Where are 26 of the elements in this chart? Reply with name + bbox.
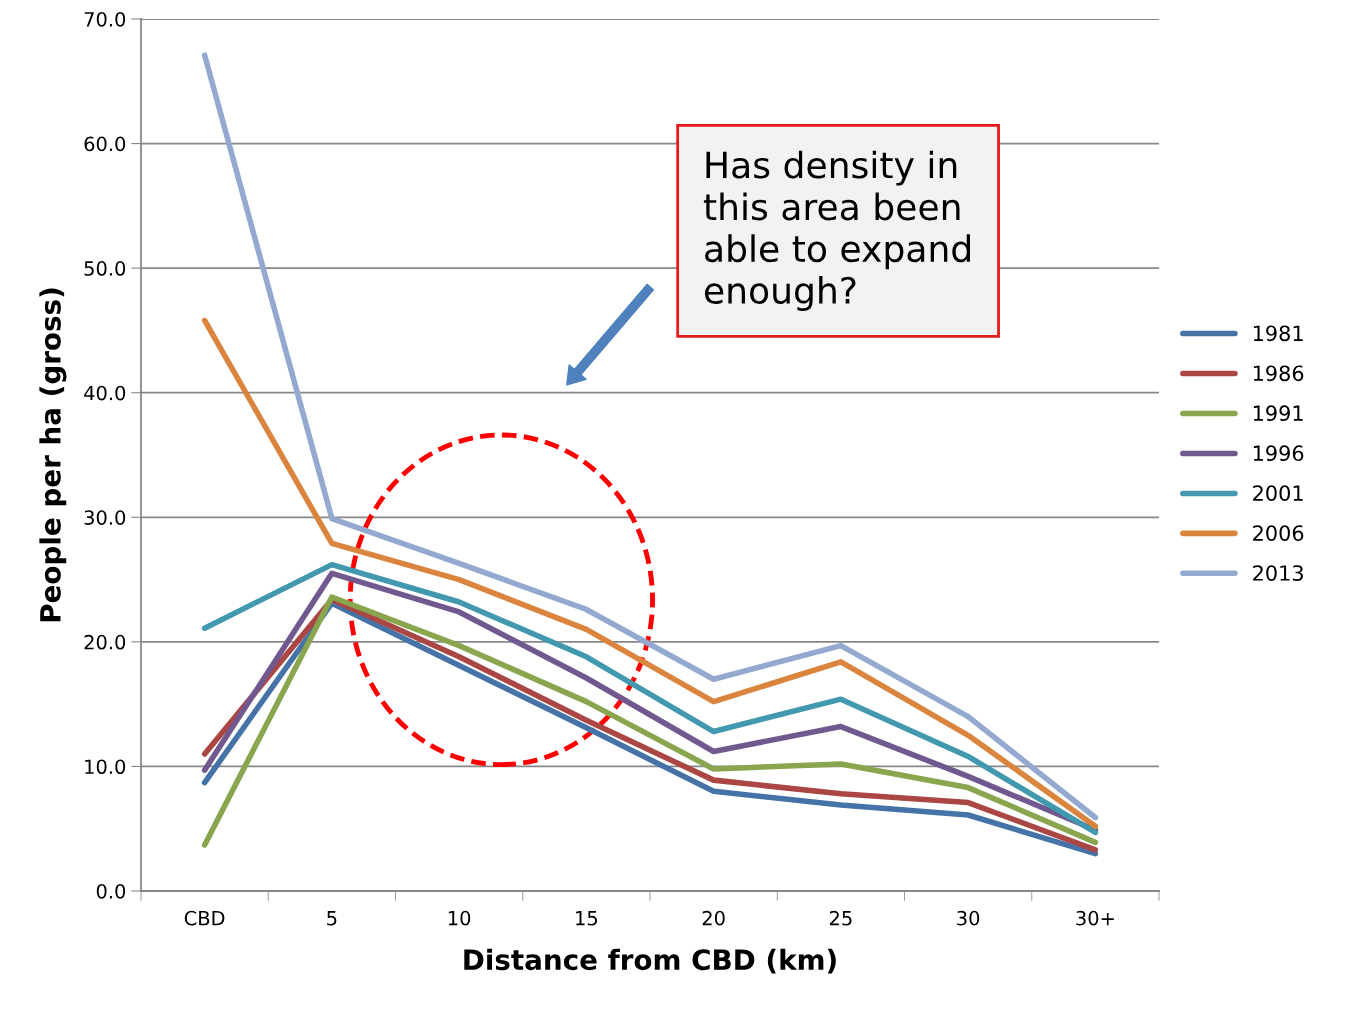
legend-label: 1991: [1253, 405, 1303, 422]
x-tick-label: 10: [448, 910, 471, 926]
x-tick-label: 20: [702, 910, 725, 926]
x-tick-label: 15: [576, 911, 598, 926]
x-tick-label: 5: [327, 911, 337, 926]
y-axis-title: People per ha (gross): [39, 288, 67, 622]
legend-label: 2013: [1253, 565, 1303, 581]
y-tick-label: 60.0: [84, 136, 126, 152]
y-tick-label: 30.0: [84, 510, 126, 525]
x-tick-label: 25: [829, 910, 852, 926]
x-tick-label: CBD: [184, 910, 225, 926]
y-tick-label: 10.0: [85, 759, 126, 775]
legend-label: 1986: [1253, 365, 1304, 382]
y-tick-label: 0.0: [96, 883, 126, 899]
annotation: Has density in this area been able to expand enough?: [703, 150, 970, 312]
y-tick-label: 20.0: [84, 634, 126, 650]
legend-label: 2001: [1253, 485, 1303, 501]
x-tick-label: 30: [957, 910, 980, 926]
legend-label: 1981: [1253, 325, 1303, 342]
y-tick-label: 50.0: [84, 261, 126, 276]
y-tick-label: 70.0: [84, 11, 126, 27]
legend-label: 2006: [1253, 525, 1304, 541]
y-tick-label: 40.0: [84, 385, 126, 401]
x-axis-title: Distance from CBD (km): [464, 948, 836, 974]
x-tick-label: 30+: [1076, 910, 1114, 926]
legend-label: 1996: [1253, 445, 1304, 462]
